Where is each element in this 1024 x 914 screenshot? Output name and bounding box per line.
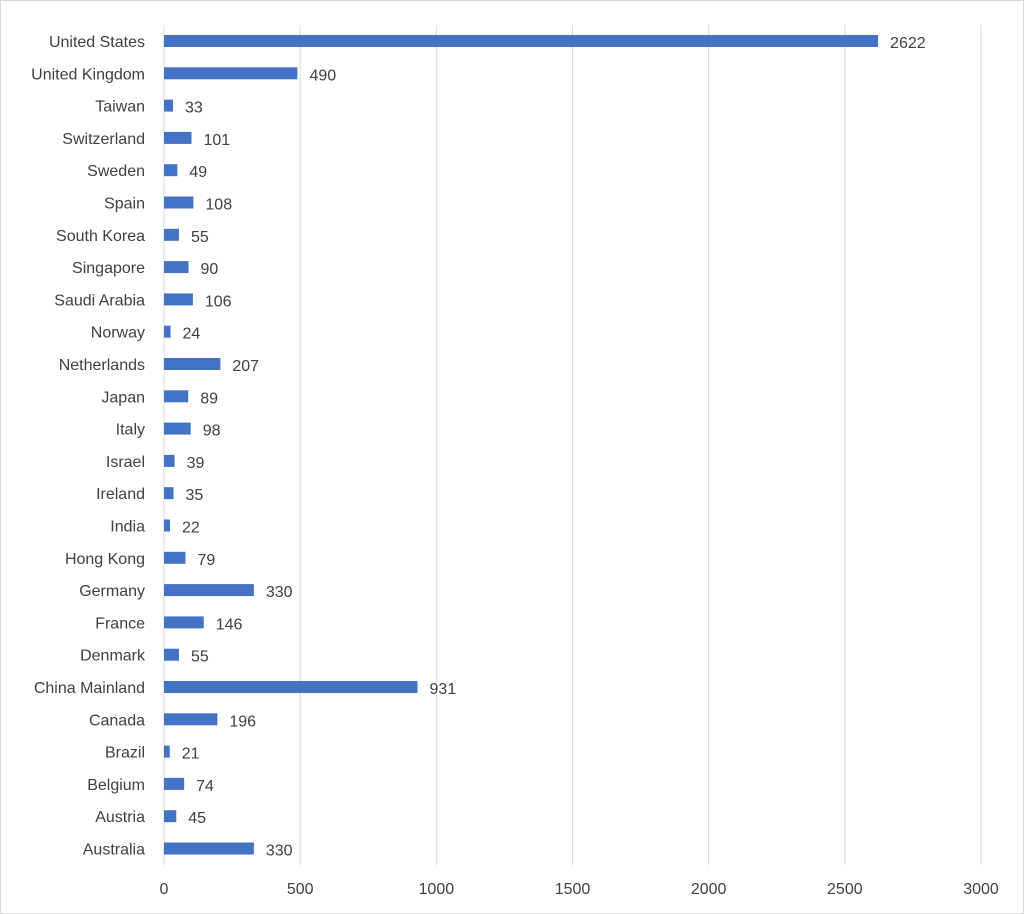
bar (164, 616, 204, 629)
category-label: United States (49, 34, 145, 51)
bar (164, 390, 189, 403)
data-label: 2622 (890, 35, 926, 52)
category-label: Israel (106, 454, 145, 471)
data-label: 55 (191, 229, 209, 246)
category-label: Belgium (87, 777, 145, 794)
data-label: 21 (182, 746, 200, 763)
category-label: Switzerland (62, 131, 145, 148)
category-label: Singapore (72, 260, 145, 277)
bar (164, 67, 298, 80)
data-label: 330 (266, 843, 293, 860)
data-label: 207 (232, 358, 259, 375)
bar (164, 164, 178, 177)
data-label: 24 (183, 326, 201, 343)
data-label: 90 (201, 261, 219, 278)
x-tick-label: 3000 (963, 881, 999, 898)
category-label: Denmark (80, 648, 146, 665)
category-label: Japan (101, 389, 145, 406)
data-label: 98 (203, 423, 221, 440)
data-label: 330 (266, 584, 293, 601)
data-label: 146 (216, 616, 243, 633)
data-label: 101 (204, 132, 231, 149)
bar (164, 325, 171, 338)
category-label: Norway (91, 325, 145, 342)
x-axis-tick-labels: 0 500 1000 1500 2000 2500 3000 (160, 881, 999, 898)
bar (164, 681, 418, 693)
bar (164, 777, 185, 790)
bar (164, 810, 177, 823)
category-label: Germany (79, 583, 145, 600)
gridlines (163, 25, 982, 865)
bar (164, 131, 192, 144)
bar (164, 648, 179, 661)
category-label: Italy (116, 422, 145, 439)
data-label: 931 (430, 681, 457, 698)
bar (164, 454, 175, 467)
category-label: Hong Kong (65, 551, 145, 568)
category-label: United Kingdom (31, 66, 145, 83)
data-label: 74 (196, 778, 214, 795)
bar (164, 551, 186, 564)
category-label: Netherlands (59, 357, 145, 374)
x-tick-label: 0 (160, 881, 169, 898)
bar (164, 422, 191, 435)
bar (164, 35, 879, 47)
category-label: France (95, 615, 145, 632)
data-label: 108 (205, 197, 232, 214)
data-label: 196 (229, 713, 256, 730)
bar (164, 487, 174, 500)
bar (164, 228, 179, 241)
data-label: 45 (188, 810, 206, 827)
bar (164, 293, 193, 306)
bar (164, 519, 170, 532)
x-tick-label: 2500 (827, 881, 863, 898)
data-label: 35 (186, 487, 204, 504)
data-label: 106 (205, 293, 232, 310)
data-label: 49 (189, 164, 207, 181)
category-label: Australia (83, 842, 145, 859)
bar (164, 584, 254, 597)
data-label: 490 (309, 67, 336, 84)
bar (164, 745, 170, 758)
x-tick-label: 2000 (691, 881, 727, 898)
category-label: Spain (104, 196, 145, 213)
category-label: India (110, 519, 145, 536)
bar (164, 713, 218, 726)
category-label: Canada (89, 712, 145, 729)
bar (164, 196, 194, 209)
category-label: South Korea (56, 228, 145, 245)
data-label: 79 (198, 552, 216, 569)
data-label: 33 (185, 100, 203, 117)
x-tick-label: 500 (287, 881, 314, 898)
bars (164, 35, 879, 855)
category-label: Taiwan (95, 99, 145, 116)
x-tick-label: 1000 (419, 881, 455, 898)
data-label: 89 (200, 390, 218, 407)
data-label: 55 (191, 649, 209, 666)
data-label: 39 (187, 455, 205, 472)
category-label: Austria (95, 809, 145, 826)
bar (164, 358, 221, 370)
category-label: China Mainland (34, 680, 145, 697)
data-label: 22 (182, 520, 200, 537)
category-labels: United States United Kingdom Taiwan Switzer… (31, 34, 146, 859)
category-label: Ireland (96, 486, 145, 503)
category-label: Saudi Arabia (54, 292, 145, 309)
category-label: Sweden (87, 163, 145, 180)
bar (164, 99, 173, 112)
bar (164, 842, 254, 855)
bar (164, 261, 189, 274)
category-label: Brazil (105, 745, 145, 762)
x-tick-label: 1500 (555, 881, 591, 898)
